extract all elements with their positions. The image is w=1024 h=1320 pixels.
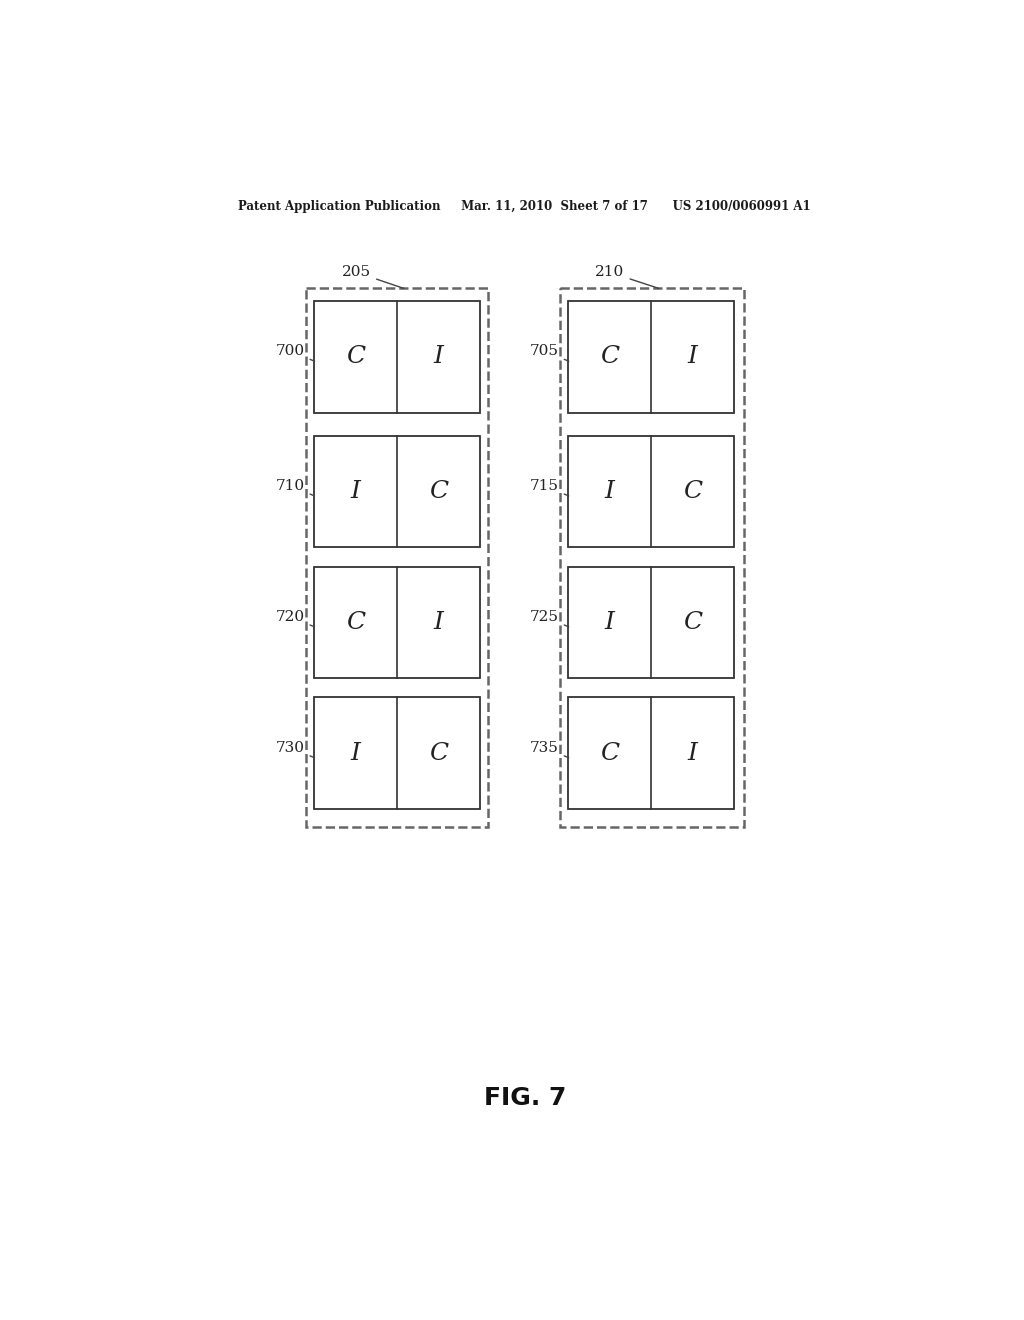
Text: I: I [688,742,697,764]
Text: I: I [688,345,697,368]
Text: 205: 205 [342,265,403,288]
Text: C: C [600,345,620,368]
Bar [314,697,480,809]
Bar [314,301,480,413]
Text: FIG. 7: FIG. 7 [483,1086,566,1110]
Text: I: I [433,611,443,634]
Text: 715: 715 [529,479,568,496]
Text: C: C [429,742,447,764]
Text: 720: 720 [275,610,314,627]
Bar [568,436,734,548]
Text: 725: 725 [529,610,568,627]
Text: Patent Application Publication     Mar. 11, 2010  Sheet 7 of 17      US 2100/006: Patent Application Publication Mar. 11, … [239,199,811,213]
Text: 730: 730 [275,741,314,758]
Text: 705: 705 [529,345,568,362]
Text: C: C [683,611,702,634]
Bar [568,566,734,678]
Text: I: I [433,345,443,368]
Bar [568,301,734,413]
Bar [314,436,480,548]
Text: C: C [429,480,447,503]
Text: C: C [683,480,702,503]
Text: C: C [346,611,365,634]
Text: 210: 210 [595,265,658,289]
Text: C: C [346,345,365,368]
Text: 735: 735 [530,741,568,758]
Text: I: I [605,480,614,503]
Bar [568,697,734,809]
Text: I: I [350,480,360,503]
Bar [306,288,488,826]
Text: 710: 710 [275,479,314,496]
Text: C: C [600,742,620,764]
Text: I: I [605,611,614,634]
Text: 700: 700 [275,345,314,362]
Bar [560,288,744,826]
Bar [314,566,480,678]
Text: I: I [350,742,360,764]
